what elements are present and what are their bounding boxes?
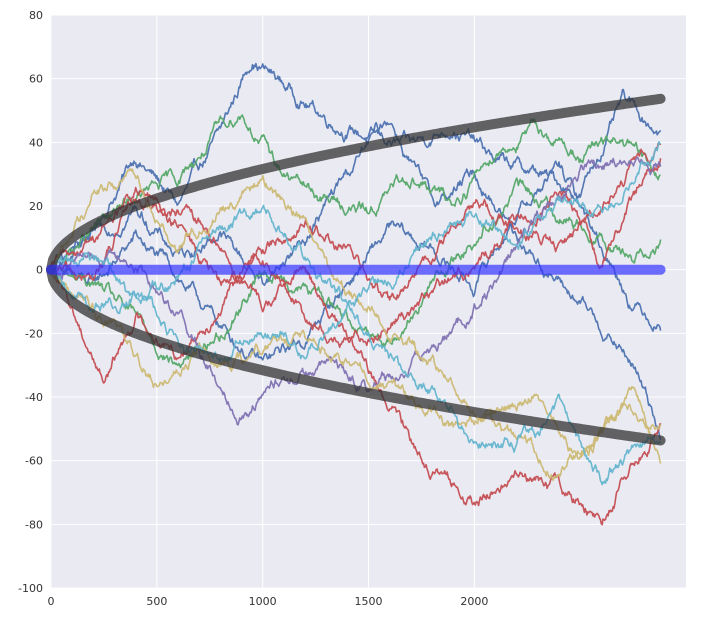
y-tick-label: 20 bbox=[29, 200, 43, 213]
x-axis-ticks: 0 500 1000 1500 2000 bbox=[48, 595, 489, 608]
series-line bbox=[50, 114, 661, 268]
y-tick-label: -100 bbox=[18, 582, 43, 595]
x-tick-label: 1500 bbox=[355, 595, 383, 608]
series-line bbox=[50, 272, 662, 460]
y-tick-label: 80 bbox=[29, 9, 43, 22]
y-tick-label: -40 bbox=[25, 391, 43, 404]
x-tick-label: 500 bbox=[146, 595, 167, 608]
reference-lines bbox=[46, 93, 666, 446]
series-line bbox=[50, 62, 662, 271]
y-tick-label: -20 bbox=[25, 327, 43, 340]
y-tick-label: 0 bbox=[36, 264, 43, 277]
y-tick-label: 60 bbox=[29, 73, 43, 86]
sqrt-envelope-line bbox=[46, 93, 666, 275]
series-group bbox=[50, 62, 662, 526]
y-tick-label: -60 bbox=[25, 455, 43, 468]
x-tick-label: 0 bbox=[48, 595, 55, 608]
y-tick-label: -80 bbox=[25, 518, 43, 531]
series-line bbox=[50, 120, 662, 441]
series-line bbox=[50, 141, 661, 307]
series-line bbox=[50, 168, 662, 482]
x-tick-label: 1000 bbox=[249, 595, 277, 608]
y-tick-label: 40 bbox=[29, 136, 43, 149]
sqrt-envelope-line bbox=[46, 264, 666, 446]
series-line bbox=[50, 267, 662, 486]
y-axis-ticks: -100 -80 -60 -40 -20 0 20 40 60 80 bbox=[18, 9, 43, 595]
x-tick-label: 2000 bbox=[460, 595, 488, 608]
